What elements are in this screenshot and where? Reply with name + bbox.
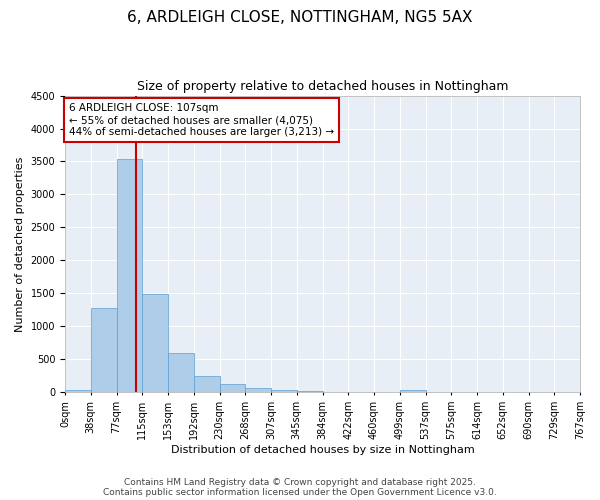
Y-axis label: Number of detached properties: Number of detached properties — [15, 156, 25, 332]
Text: Contains HM Land Registry data © Crown copyright and database right 2025.
Contai: Contains HM Land Registry data © Crown c… — [103, 478, 497, 497]
Bar — [116, 159, 142, 392]
Bar — [194, 376, 220, 392]
Bar — [168, 354, 194, 393]
Bar — [400, 390, 425, 392]
Bar — [91, 308, 116, 392]
Title: Size of property relative to detached houses in Nottingham: Size of property relative to detached ho… — [137, 80, 508, 93]
X-axis label: Distribution of detached houses by size in Nottingham: Distribution of detached houses by size … — [170, 445, 475, 455]
Text: 6 ARDLEIGH CLOSE: 107sqm
← 55% of detached houses are smaller (4,075)
44% of sem: 6 ARDLEIGH CLOSE: 107sqm ← 55% of detach… — [69, 104, 334, 136]
Bar — [271, 390, 297, 392]
Bar — [142, 294, 168, 392]
Bar — [65, 390, 91, 392]
Text: 6, ARDLEIGH CLOSE, NOTTINGHAM, NG5 5AX: 6, ARDLEIGH CLOSE, NOTTINGHAM, NG5 5AX — [127, 10, 473, 25]
Bar — [220, 384, 245, 392]
Bar — [245, 388, 271, 392]
Bar — [297, 391, 323, 392]
